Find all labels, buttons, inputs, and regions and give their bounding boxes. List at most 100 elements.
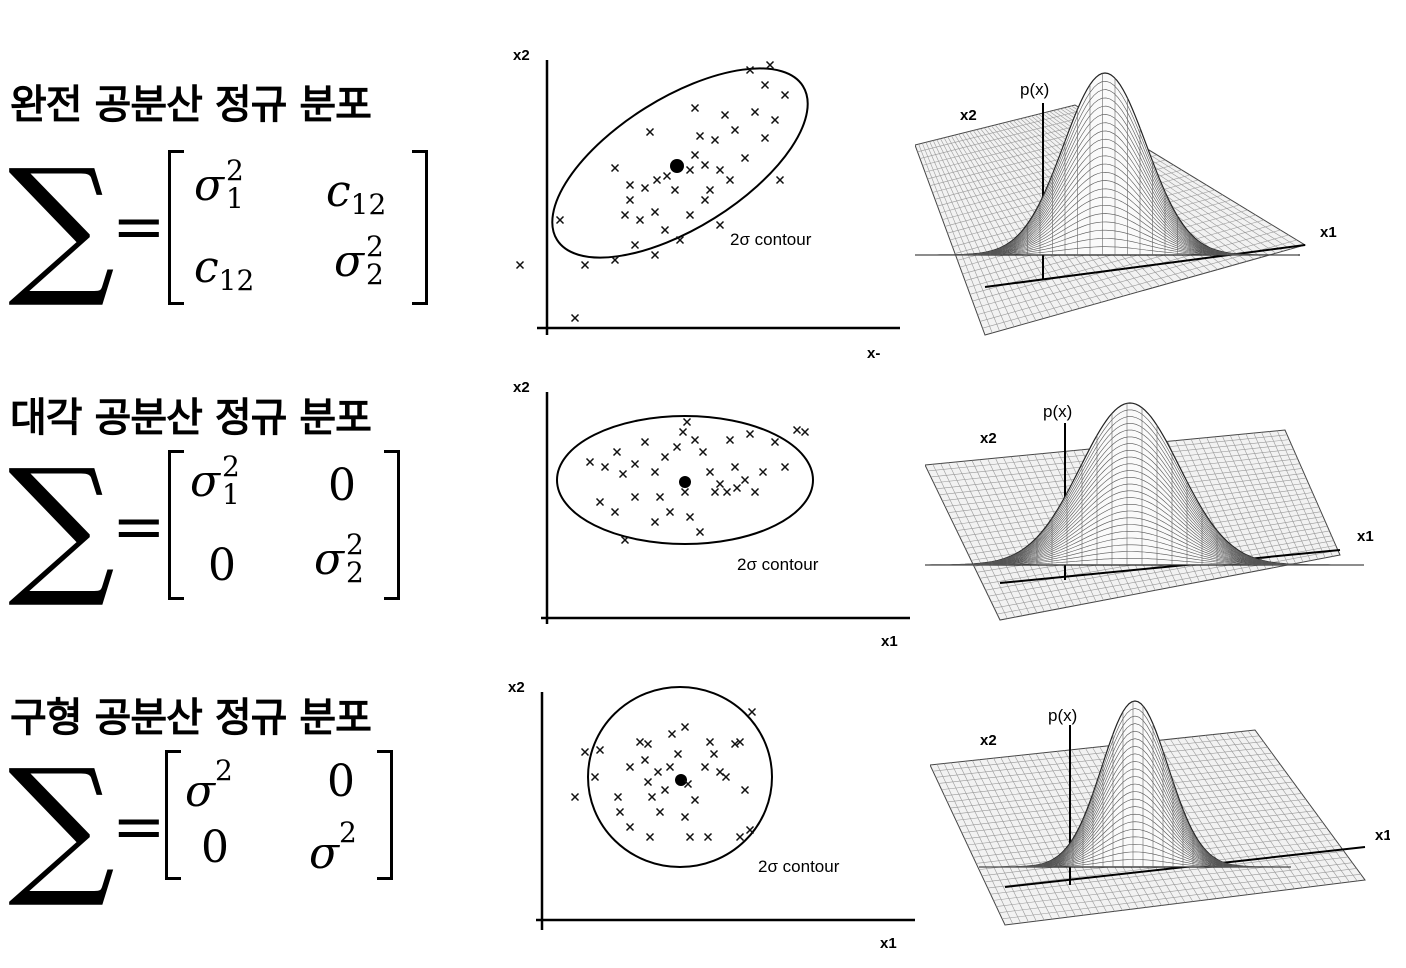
sample-x-mark	[680, 722, 690, 732]
matrix-cell-12: 0	[328, 460, 356, 511]
sample-x-mark	[595, 745, 605, 755]
contour-ellipse	[587, 686, 773, 868]
left-bracket	[165, 750, 181, 880]
sample-x-mark	[725, 435, 735, 445]
matrix-cell-11: σ2	[185, 754, 233, 817]
surface-svg: x2 x1 p(x)	[915, 72, 1337, 336]
mean-point	[670, 159, 684, 173]
grid-line	[943, 763, 1021, 924]
grid-line	[1269, 431, 1326, 558]
sample-x-mark	[625, 195, 635, 205]
sample-x-mark	[670, 185, 680, 195]
gaussian-surface	[979, 700, 1291, 868]
sample-x-mark	[615, 807, 625, 817]
grid-line	[951, 135, 1058, 315]
sample-x-mark	[610, 507, 620, 517]
sum-symbol: ∑	[8, 438, 116, 612]
sample-x-mark	[722, 487, 732, 497]
scatter-svg: x2 x1 2σ contour	[513, 379, 910, 650]
grid-line	[936, 764, 1014, 925]
sample-x-mark	[715, 220, 725, 230]
matrix-cell-21: 0	[208, 540, 236, 591]
scatter-plot-diagonal-covariance: x2 x1 2σ contour	[505, 372, 915, 657]
sample-x-mark	[660, 225, 670, 235]
grid-line	[921, 143, 1000, 332]
surface-svg: x2 x1 p(x)	[930, 700, 1390, 926]
grid-line	[965, 132, 1088, 307]
grid-line	[965, 761, 1045, 921]
sample-x-mark	[750, 107, 760, 117]
grid-line	[1214, 436, 1274, 568]
grid-line	[1190, 439, 1252, 573]
sample-x-mark	[678, 427, 688, 437]
grid-line	[995, 458, 1067, 608]
sample-x-mark	[630, 492, 640, 502]
matrix-cell-12: c12	[326, 166, 387, 221]
grid-line	[1212, 734, 1319, 887]
sample-x-mark	[645, 127, 655, 137]
grid-line	[1198, 438, 1259, 571]
grid-line	[1177, 738, 1280, 891]
grid-line	[972, 760, 1053, 920]
right-bracket	[412, 150, 428, 305]
sample-x-mark	[612, 447, 622, 457]
sample-x-mark	[620, 210, 630, 220]
grid-line	[1222, 435, 1282, 567]
sample-x-mark	[673, 749, 683, 759]
sample-x-mark	[690, 795, 700, 805]
surface-plot-spherical-covariance: x2 x1 p(x)	[930, 695, 1390, 935]
equals-sign: =	[112, 190, 166, 264]
sample-x-mark	[672, 442, 682, 452]
grid-line	[948, 462, 1023, 616]
grid-line	[1261, 432, 1319, 560]
grid-line	[956, 461, 1030, 615]
grid-line	[947, 136, 1051, 317]
x-axis-label: x-	[867, 345, 880, 362]
sample-x-mark	[685, 165, 695, 175]
grid-line	[940, 138, 1037, 321]
surface-plot-full-covariance: x2 x1 p(x)	[915, 65, 1355, 340]
sample-x-mark	[730, 125, 740, 135]
sample-x-mark	[758, 467, 768, 477]
title-full-covariance: 완전 공분산 정규 분포	[10, 82, 372, 128]
grid-line	[1014, 755, 1100, 914]
sample-x-mark	[630, 240, 640, 250]
contour-label: 2σ contour	[758, 857, 840, 876]
bell-contour-line	[925, 409, 1364, 566]
y-axis-label: x2	[513, 379, 530, 396]
sample-x-mark	[640, 183, 650, 193]
sample-x-mark	[705, 467, 715, 477]
sum-symbol: ∑	[8, 138, 116, 312]
grid-line	[1206, 437, 1267, 570]
sample-x-mark	[710, 135, 720, 145]
sample-x-mark	[645, 832, 655, 842]
matrix-cell-12: 0	[327, 756, 355, 807]
sample-x-mark	[662, 171, 672, 181]
sample-x-mark	[610, 255, 620, 265]
grid-line	[1198, 735, 1303, 888]
sample-x-mark	[775, 175, 785, 185]
sample-x-mark	[655, 492, 665, 502]
sample-x-mark	[625, 762, 635, 772]
grid-line	[1245, 433, 1304, 563]
sample-x-mark	[647, 792, 657, 802]
grid-line	[957, 761, 1037, 922]
sample-x-mark	[610, 163, 620, 173]
sample-x-mark	[700, 160, 710, 170]
sample-x-mark	[695, 527, 705, 537]
sample-x-mark	[792, 425, 802, 435]
p-of-x-label: p(x)	[1048, 706, 1077, 725]
sample-x-mark	[595, 497, 605, 507]
sample-x-mark	[635, 737, 645, 747]
sample-x-mark	[643, 739, 653, 749]
sample-x-mark	[640, 755, 650, 765]
sample-x-mark	[570, 792, 580, 802]
grid-line	[986, 758, 1068, 918]
surface-svg: x2 x1 p(x)	[925, 402, 1374, 621]
sample-x-mark	[660, 785, 670, 795]
sample-x-mark	[747, 707, 757, 717]
